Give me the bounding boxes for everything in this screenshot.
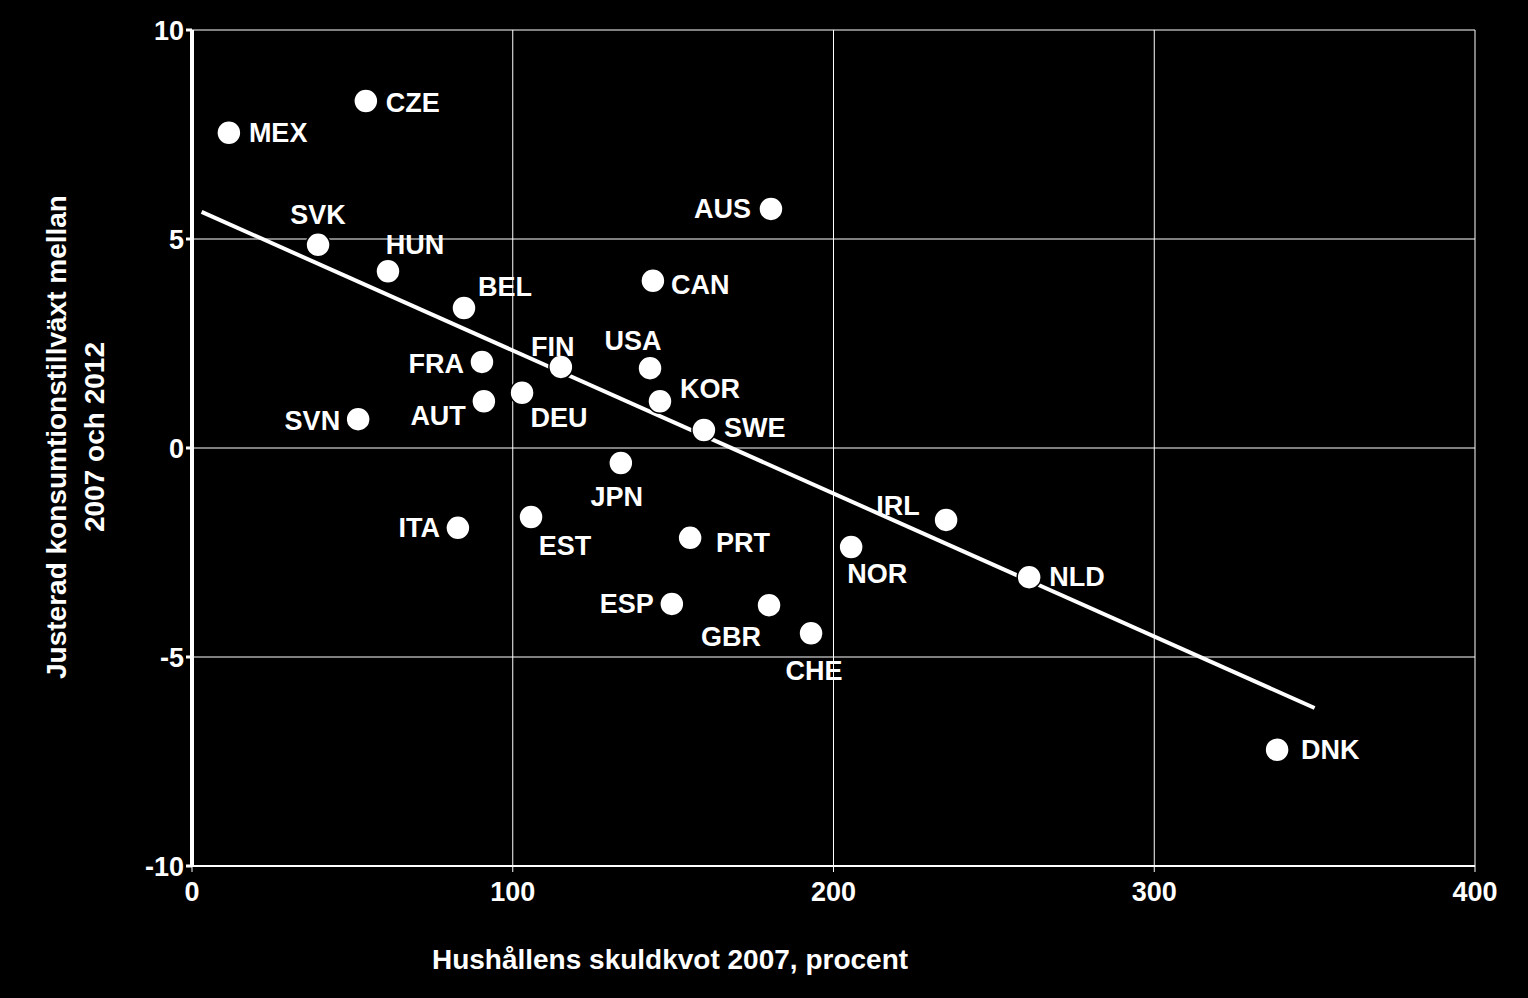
svg-text:SWE: SWE: [724, 413, 786, 443]
svg-text:FIN: FIN: [531, 332, 575, 362]
svg-text:DEU: DEU: [531, 403, 588, 433]
svg-text:10: 10: [154, 16, 184, 46]
svg-text:AUT: AUT: [410, 401, 466, 431]
svg-text:DNK: DNK: [1301, 735, 1360, 765]
svg-text:NOR: NOR: [847, 559, 907, 589]
svg-text:MEX: MEX: [249, 118, 308, 148]
svg-text:BEL: BEL: [478, 272, 532, 302]
svg-text:ESP: ESP: [600, 589, 654, 619]
svg-text:0: 0: [169, 434, 184, 464]
svg-text:PRT: PRT: [716, 528, 771, 558]
svg-text:SVK: SVK: [290, 200, 346, 230]
svg-text:GBR: GBR: [701, 622, 761, 652]
svg-text:CHE: CHE: [786, 656, 843, 686]
svg-text:USA: USA: [605, 326, 662, 356]
svg-text:IRL: IRL: [876, 491, 920, 521]
svg-text:HUN: HUN: [386, 230, 445, 260]
svg-text:0: 0: [184, 877, 199, 907]
svg-text:CAN: CAN: [671, 270, 730, 300]
svg-text:-5: -5: [160, 643, 184, 673]
svg-text:JPN: JPN: [591, 482, 644, 512]
svg-text:300: 300: [1132, 877, 1177, 907]
svg-text:-10: -10: [145, 852, 184, 882]
svg-text:400: 400: [1452, 877, 1497, 907]
html-text:Justerad konsumtionstillväxt m: Justerad konsumtionstillväxt mellan: [41, 195, 72, 679]
html-text:Hushållens skuldkvot 2007, pro: Hushållens skuldkvot 2007, procent: [431, 944, 909, 975]
svg-text:FRA: FRA: [408, 349, 464, 379]
svg-text:NLD: NLD: [1049, 562, 1105, 592]
svg-text:SVN: SVN: [285, 406, 341, 436]
svg-text:EST: EST: [539, 531, 592, 561]
svg-text:AUS: AUS: [694, 194, 751, 224]
svg-text:ITA: ITA: [398, 513, 440, 543]
html-text:2007 och 2012: 2007 och 2012: [79, 342, 110, 532]
svg-text:200: 200: [811, 877, 856, 907]
svg-text:100: 100: [490, 877, 535, 907]
svg-text:CZE: CZE: [386, 88, 440, 118]
svg-text:5: 5: [169, 225, 184, 255]
svg-text:KOR: KOR: [680, 374, 740, 404]
